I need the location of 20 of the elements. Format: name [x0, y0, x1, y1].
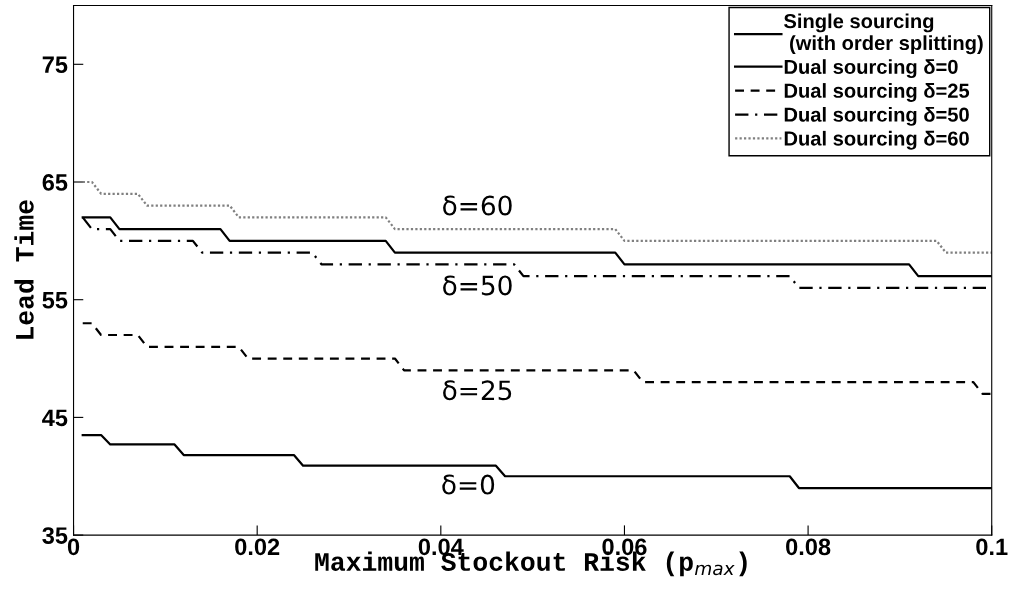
annotation: δ=25	[443, 380, 512, 401]
y-tick-label: 75	[42, 56, 68, 74]
x-tick-label: 0	[67, 538, 80, 556]
y-tick-label: 35	[42, 527, 68, 544]
y-tick-label: 45	[42, 409, 68, 427]
y-axis-title: Lead Time	[14, 200, 34, 339]
annotation: δ=50	[443, 275, 512, 296]
annotation: δ=0	[442, 474, 495, 495]
y-tick-label: 55	[42, 292, 68, 309]
legend-label: Dual sourcing δ=50	[784, 106, 969, 126]
x-tick-label: 0.1	[976, 538, 1008, 556]
line-series	[81, 180, 992, 254]
annotation: δ=60	[443, 195, 512, 216]
y-tick-label: 65	[42, 174, 68, 191]
x-tick-label: 0.02	[235, 538, 280, 556]
x-tick-label: 0.08	[786, 538, 831, 556]
legend-label: Dual sourcing δ=25	[784, 83, 970, 102]
legend-label: Single sourcing (with order splitting)	[784, 13, 983, 55]
legend-label: Dual sourcing δ=60	[784, 130, 969, 150]
legend-label: Dual sourcing δ=0	[784, 59, 958, 79]
